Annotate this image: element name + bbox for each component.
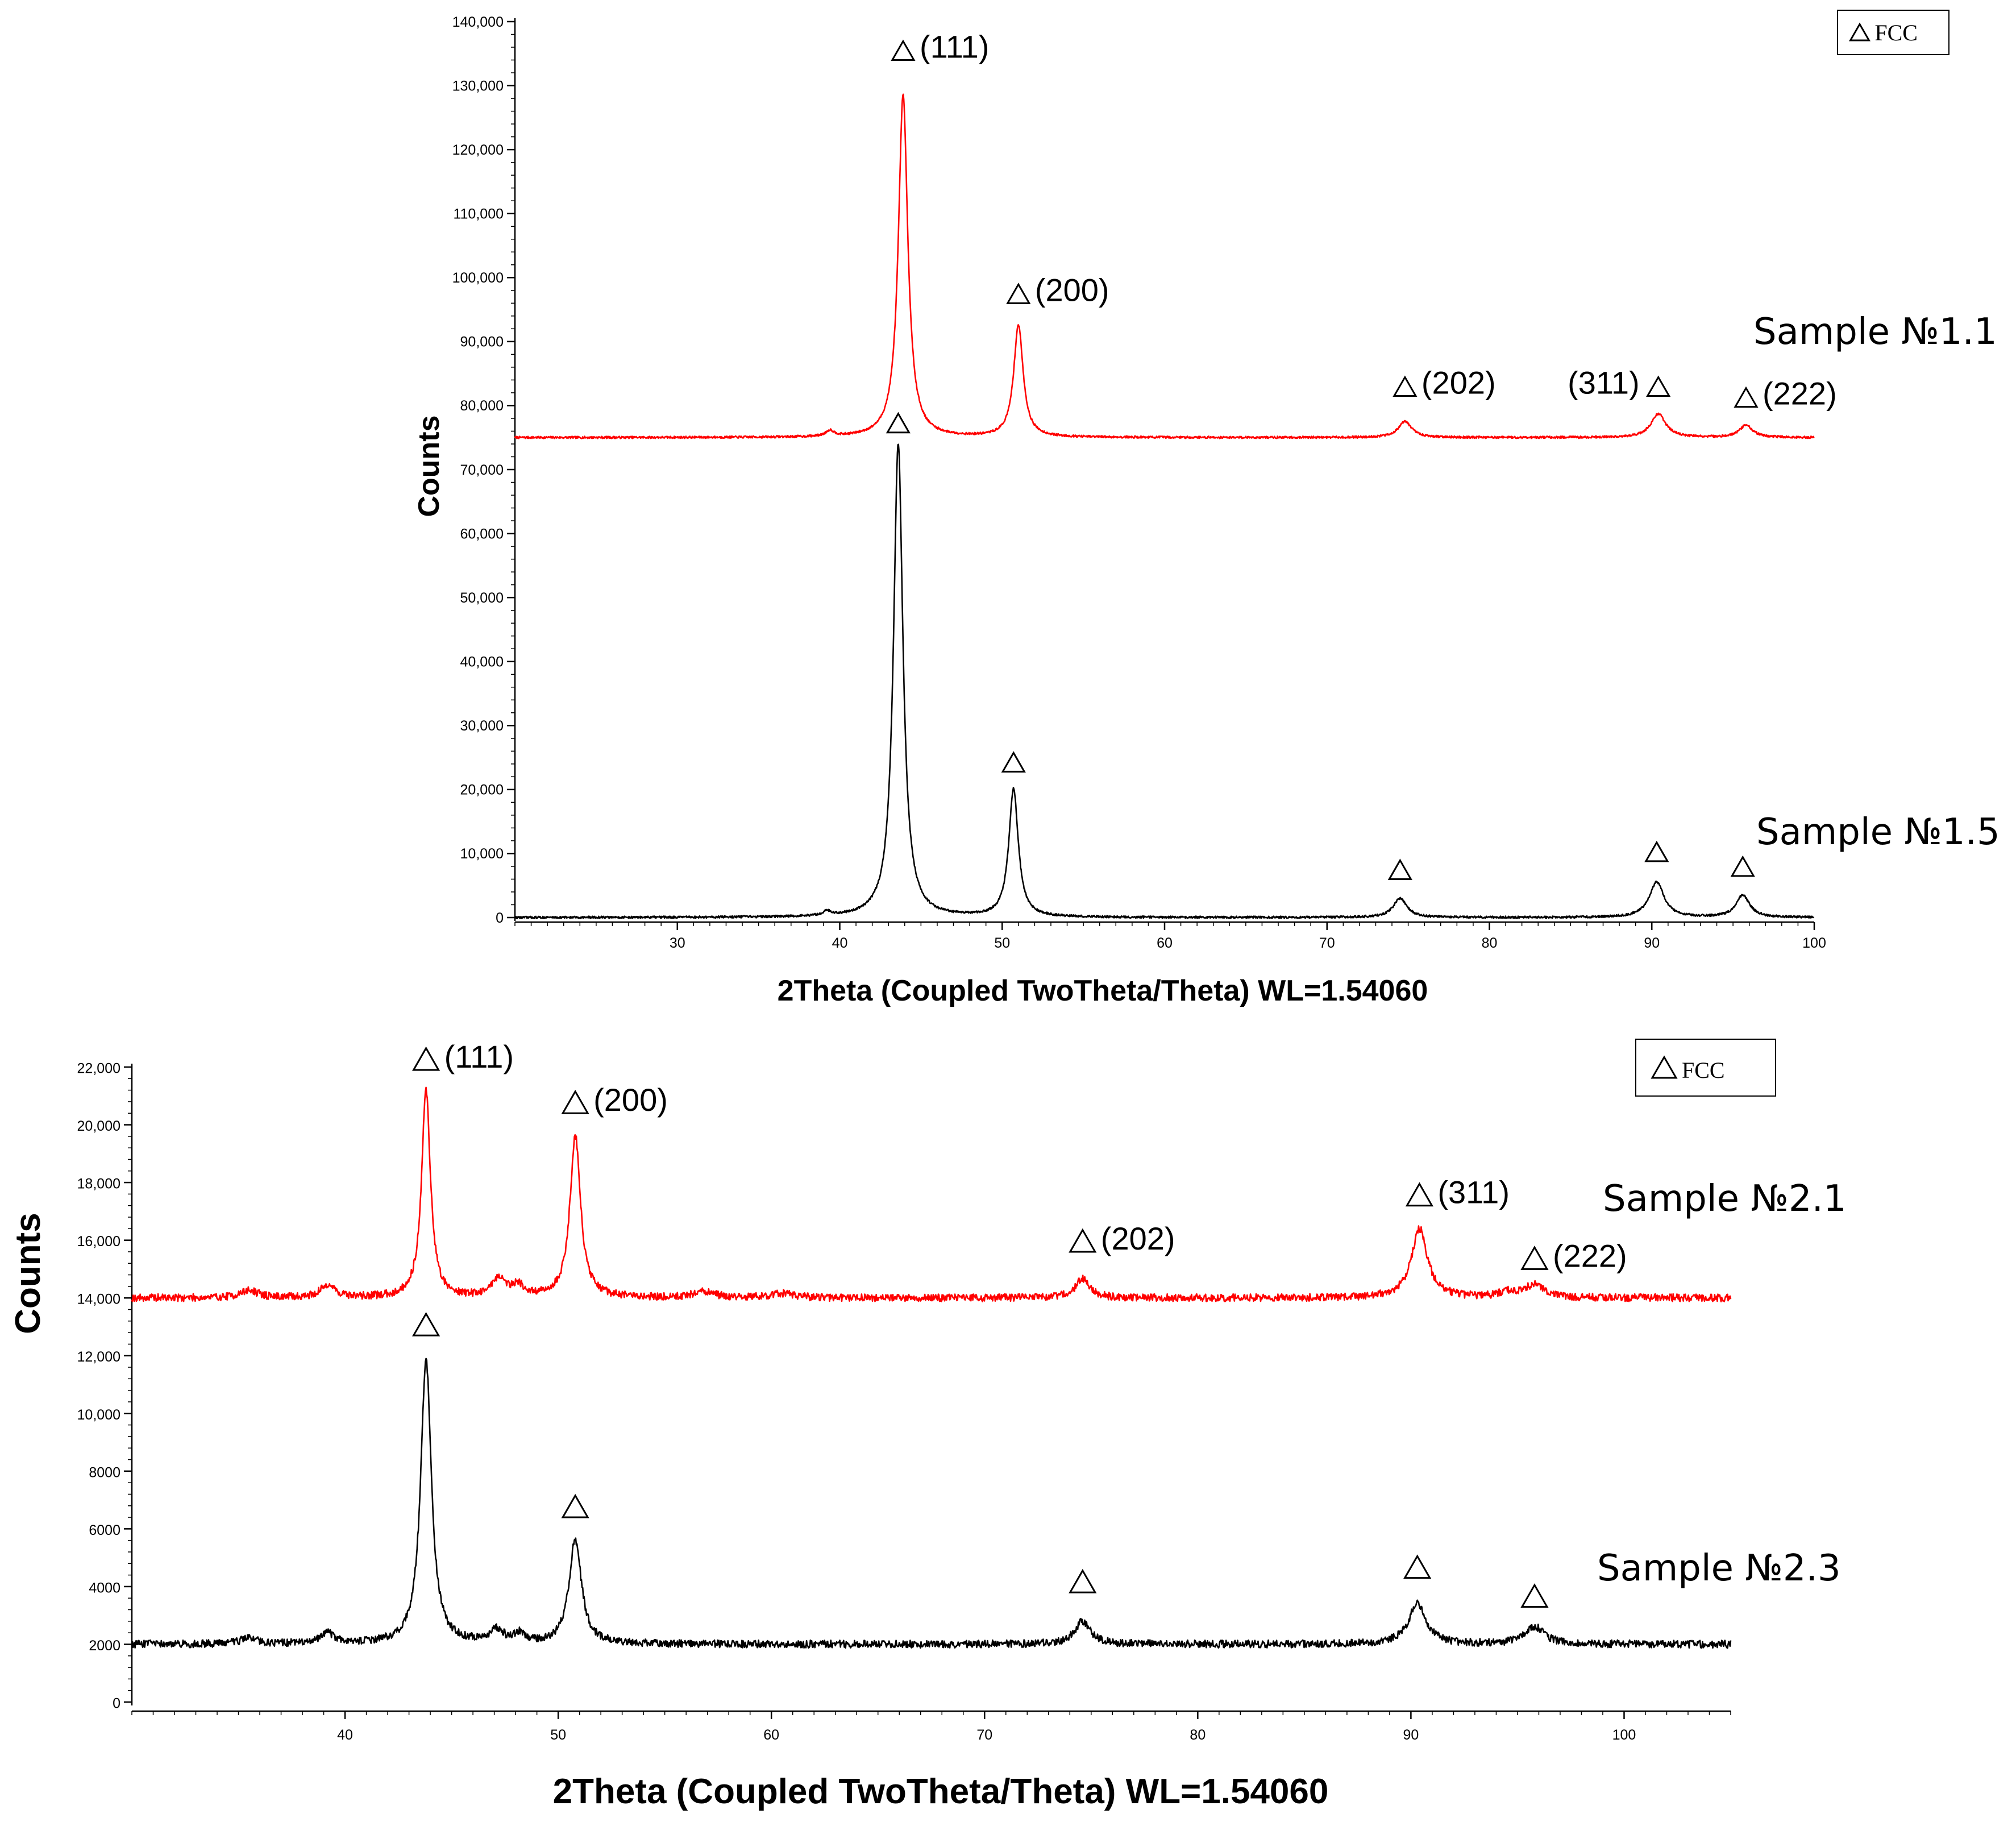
y-tick-label: 0 [113,1696,120,1712]
y-tick-label: 16,000 [77,1234,120,1250]
x-axis-title: 2Theta (Coupled TwoTheta/Theta) WL=1.540… [553,1772,1329,1811]
y-tick-label: 4000 [89,1580,120,1596]
x-tick-label: 40 [832,935,848,951]
peak-label: (111) [444,1039,514,1074]
x-tick-label: 70 [976,1727,992,1743]
y-tick-label: 0 [496,910,504,926]
y-tick-label: 80,000 [460,398,504,414]
fcc-triangle-marker [411,1046,440,1071]
x-tick-label: 30 [670,935,685,951]
x-tick-label: 50 [550,1727,566,1743]
y-tick-label: 30,000 [460,718,504,734]
x-axis-title: 2Theta (Coupled TwoTheta/Theta) WL=1.540… [778,974,1428,1007]
legend-label: FCC [1874,20,1918,45]
y-tick-label: 10,000 [77,1407,120,1423]
fcc-triangle-marker [561,1089,589,1114]
chart-panel-1: 0 10,000 20,000 30,000 40,000 50,000 60,000 70,… [413,10,2000,1007]
series-line-2 [131,1358,1732,1649]
y-tick-label: 90,000 [460,334,504,350]
y-tick-label: 140,000 [452,14,504,30]
fcc-triangle-marker [1405,1182,1433,1207]
y-tick-label: 2000 [89,1638,120,1654]
series-line-1 [131,1086,1732,1302]
series-label: Sample №2.3 [1597,1547,1841,1589]
x-tick-label: 80 [1190,1727,1206,1743]
y-tick-label: 8000 [89,1464,120,1480]
y-tick-label: 14,000 [77,1292,120,1308]
x-tick-label: 80 [1482,935,1498,951]
peak-label: (311) [1437,1174,1510,1210]
peak-label: (222) [1553,1238,1627,1273]
fcc-triangle-marker [1387,858,1412,880]
y-tick-label: 40,000 [460,654,504,670]
legend-triangle-icon [1651,1055,1678,1079]
x-tick-label: 100 [1802,935,1826,951]
fcc-triangle-marker [1644,840,1669,862]
y-axis-title: Counts [9,1213,48,1334]
fcc-triangle-marker [891,39,916,61]
legend: FCC [1635,1039,1776,1097]
x-tick-label: 90 [1644,935,1660,951]
peak-label: (202) [1101,1221,1175,1256]
series-line-1 [514,93,1815,439]
x-tick-label: 70 [1319,935,1335,951]
y-tick-label: 50,000 [460,590,504,606]
fcc-triangle-marker [1001,751,1026,773]
legend-box [1837,10,1950,55]
y-tick-label: 130,000 [452,78,504,94]
y-axis-title: Counts [413,415,446,517]
peak-label: (311) [1568,365,1640,401]
fcc-triangle-marker [1069,1228,1097,1253]
y-tick-label: 60,000 [460,526,504,542]
chart-panel-2: 0 2000 4000 6000 8000 10,000 12,000 14,000 16,00… [9,1039,1847,1811]
y-tick-label: 70,000 [460,462,504,478]
peak-label: (200) [593,1082,668,1118]
fcc-triangle-marker [1393,375,1418,397]
y-tick-label: 12,000 [77,1349,120,1365]
fcc-triangle-marker [886,412,911,434]
legend-label: FCC [1682,1057,1725,1083]
y-tick-label: 20,000 [77,1118,120,1134]
x-tick-label: 60 [763,1727,779,1743]
series-label: Sample №2.1 [1603,1178,1847,1220]
fcc-triangle-marker [1646,375,1671,397]
y-tick-label: 120,000 [452,142,504,158]
peak-label: (111) [920,29,989,65]
y-tick-label: 6000 [89,1522,120,1538]
peak-label: (200) [1035,272,1109,308]
fcc-triangle-marker [1734,386,1759,408]
fcc-triangle-marker [1069,1568,1097,1593]
x-tick-label: 100 [1612,1727,1636,1743]
fcc-triangle-marker [1006,283,1031,304]
fcc-triangle-marker [561,1493,589,1518]
legend-triangle-icon [1849,22,1870,41]
y-tick-label: 22,000 [77,1061,120,1077]
x-tick-label: 90 [1403,1727,1419,1743]
fcc-triangle-marker [1520,1583,1549,1608]
fcc-triangle-marker [1403,1554,1432,1579]
x-tick-label: 40 [337,1727,353,1743]
legend: FCC [1837,10,1950,55]
fcc-triangle-marker [1730,855,1755,877]
series-label: Sample №1.1 [1753,311,1997,353]
y-tick-label: 110,000 [453,206,504,222]
fcc-triangle-marker [1520,1246,1549,1270]
y-tick-label: 18,000 [77,1176,120,1192]
series-line-2 [514,443,1815,919]
x-tick-label: 50 [994,935,1010,951]
fcc-triangle-marker [411,1311,440,1337]
series-label: Sample №1.5 [1756,811,2000,853]
y-tick-label: 10,000 [460,846,504,862]
peak-label: (202) [1421,365,1496,401]
peak-label: (222) [1763,376,1837,412]
y-tick-label: 100,000 [452,270,504,286]
y-tick-label: 20,000 [460,782,504,798]
x-tick-label: 60 [1157,935,1173,951]
